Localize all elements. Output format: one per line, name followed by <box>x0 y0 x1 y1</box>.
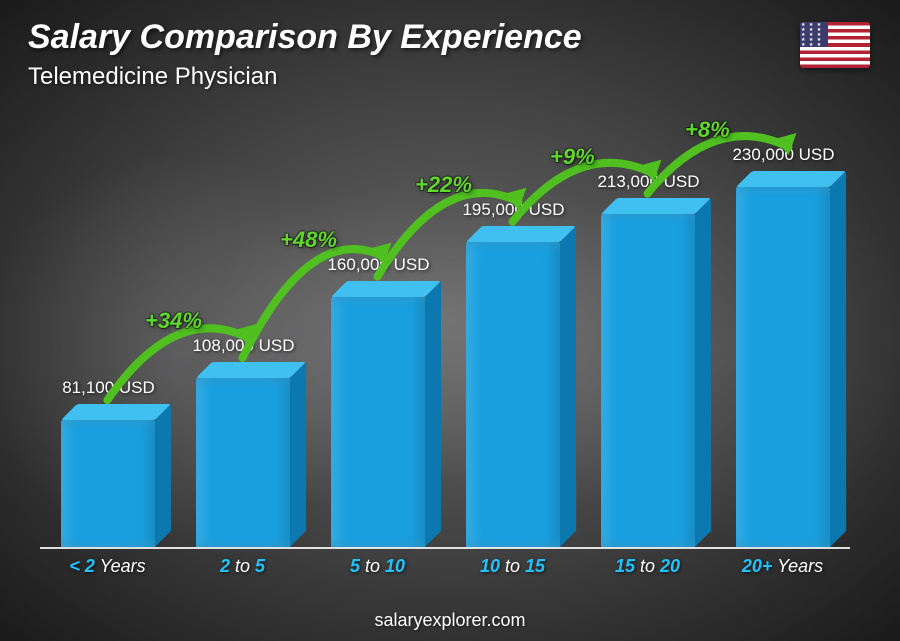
x-axis-category: 15 to 20 <box>589 556 707 577</box>
percent-increase-label: +48% <box>280 227 337 253</box>
bar-chart: 81,100 USD < 2 Years 108,000 USD 2 to 5 160,… <box>40 100 850 581</box>
x-axis-category: 5 to 10 <box>319 556 437 577</box>
x-axis-category: 20+ Years <box>724 556 842 577</box>
value-label: 195,000 USD <box>444 200 584 220</box>
chart-subtitle: Telemedicine Physician <box>28 63 582 91</box>
x-axis-category: 2 to 5 <box>184 556 302 577</box>
chart-title: Salary Comparison By Experience <box>28 18 582 57</box>
header: Salary Comparison By Experience Telemedi… <box>28 18 582 91</box>
x-axis-category: 10 to 15 <box>454 556 572 577</box>
value-label: 230,000 USD <box>714 145 854 165</box>
percent-increase-label: +9% <box>550 144 595 170</box>
value-label: 160,000 USD <box>309 255 449 275</box>
percent-increase-label: +8% <box>685 117 730 143</box>
percent-increase-label: +34% <box>145 308 202 334</box>
percent-increase-label: +22% <box>415 172 472 198</box>
value-label: 213,000 USD <box>579 172 719 192</box>
x-axis-line <box>40 547 850 549</box>
value-label: 81,100 USD <box>39 378 179 398</box>
value-label: 108,000 USD <box>174 336 314 356</box>
us-flag-icon: ★ ★ ★ ★ ★ ★ ★ ★ ★ ★ ★ ★ ★ ★ ★ ★ ★ ★ ★ ★ … <box>800 22 870 68</box>
footer-attribution: salaryexplorer.com <box>0 610 900 631</box>
x-axis-category: < 2 Years <box>49 556 167 577</box>
